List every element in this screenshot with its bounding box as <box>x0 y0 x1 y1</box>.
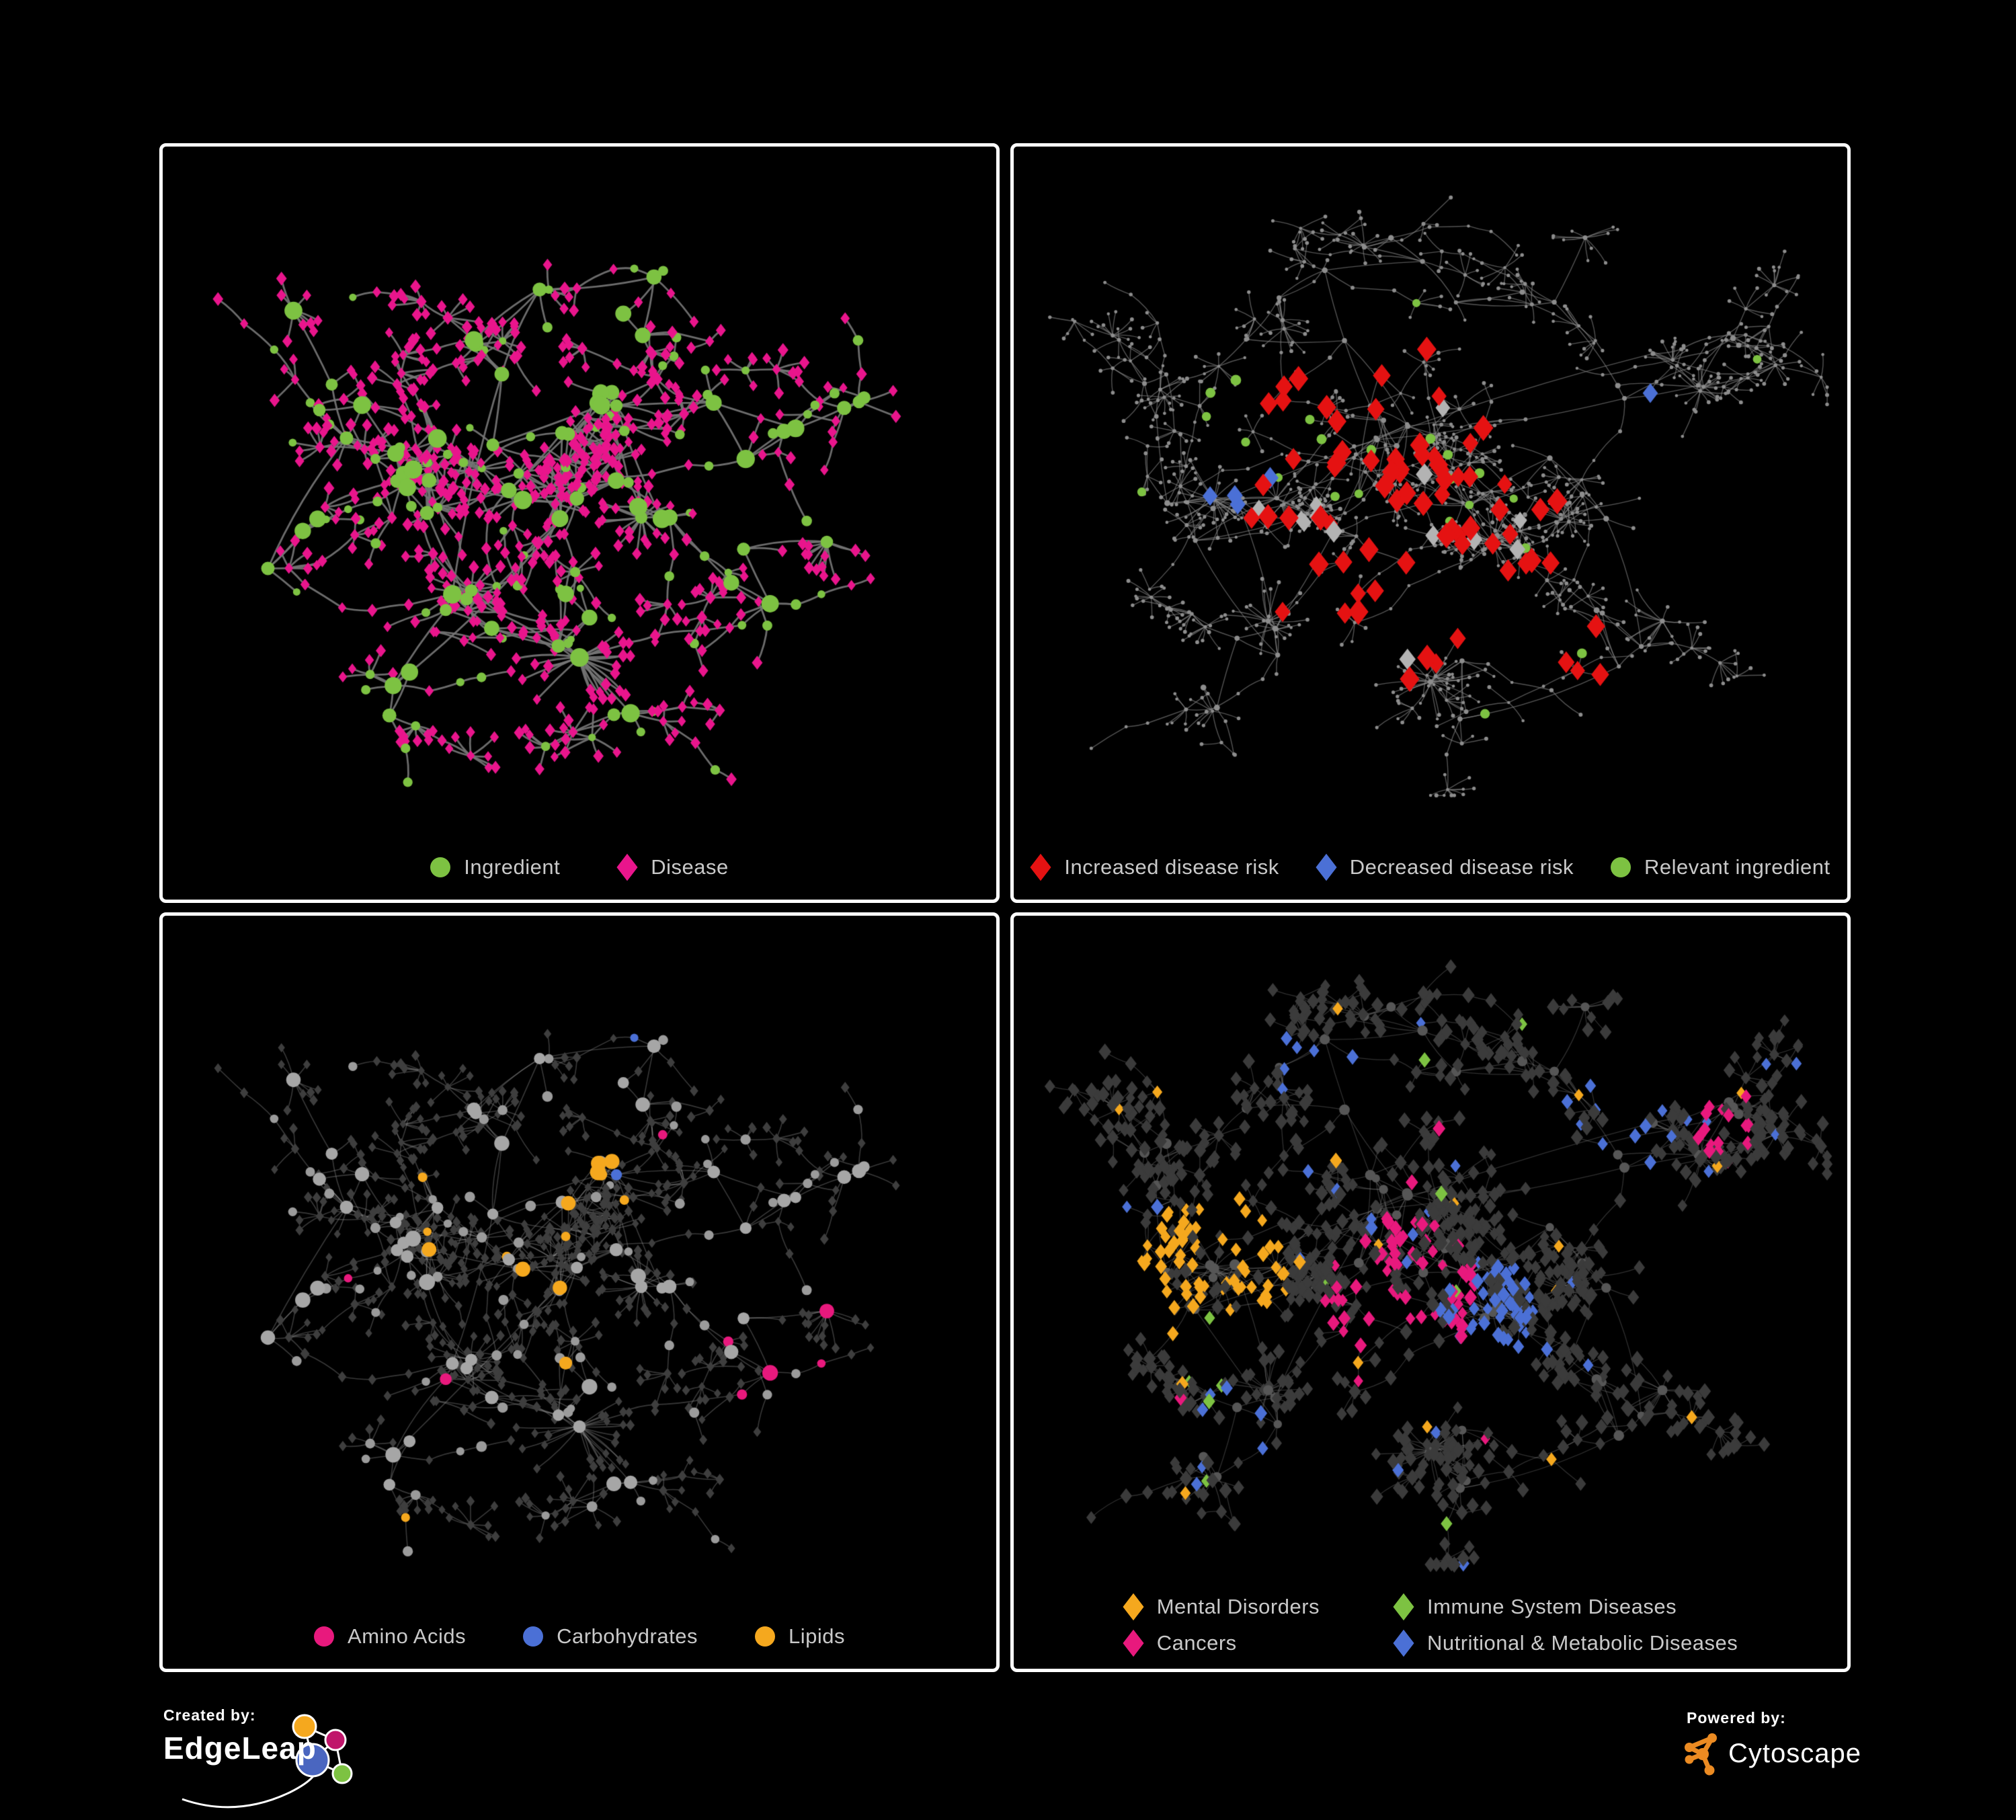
legend-swatch-diamond-icon <box>1393 1629 1414 1657</box>
legend-label: Nutritional & Metabolic Diseases <box>1427 1631 1738 1655</box>
legend-disease-classes: Mental Disorders Immune System Diseases Ca… <box>1014 1593 1847 1657</box>
network-canvas-ingredient-disease <box>163 147 996 900</box>
network-canvas-nutrient-classes <box>163 916 996 1669</box>
edgeleap-node-magenta <box>324 1729 347 1751</box>
legend-swatch-circle-icon <box>754 1626 775 1647</box>
cytoscape-logo-text: Cytoscape <box>1728 1738 1861 1768</box>
legend-swatch-diamond-icon <box>1393 1593 1414 1621</box>
legend-swatch-circle-icon <box>430 857 451 877</box>
edgeleap-logo-icon <box>182 1714 353 1809</box>
legend-label: Carbohydrates <box>557 1624 698 1648</box>
legend-item-disease-risk-1: Decreased disease risk <box>1316 853 1574 881</box>
legend-item-disease-risk-2: Relevant ingredient <box>1611 855 1830 879</box>
panel-ingredient-disease: Ingredient Disease <box>159 143 1000 903</box>
legend-swatch-diamond-icon <box>616 853 638 881</box>
edgeleap-node-orange <box>292 1714 317 1739</box>
legend-label: Relevant ingredient <box>1644 855 1830 879</box>
legend-item-disease-classes-0: Mental Disorders <box>1123 1593 1320 1621</box>
legend-item-nutrient-classes-1: Carbohydrates <box>523 1624 698 1649</box>
legend-item-nutrient-classes-0: Amino Acids <box>314 1624 466 1649</box>
legend-label: Cancers <box>1156 1631 1237 1655</box>
legend-swatch-circle-icon <box>1611 857 1631 877</box>
legend-swatch-circle-icon <box>523 1626 544 1647</box>
legend-label: Increased disease risk <box>1064 855 1279 879</box>
legend-item-nutrient-classes-2: Lipids <box>754 1624 845 1649</box>
cytoscape-logo-icon <box>1685 1733 1717 1776</box>
legend-label: Mental Disorders <box>1156 1595 1320 1618</box>
legend-label: Disease <box>651 855 729 879</box>
panel-nutrient-classes: Amino Acids Carbohydrates Lipids <box>159 912 1000 1672</box>
edgeleap-brand: Created by: EdgeLeap <box>163 1706 365 1809</box>
powered-by-label: Powered by: <box>1687 1709 1786 1727</box>
created-by-label: Created by: <box>163 1706 256 1724</box>
panel-disease-classes: Mental Disorders Immune System Diseases Ca… <box>1010 912 1851 1672</box>
legend-swatch-diamond-icon <box>1123 1593 1144 1621</box>
legend-item-disease-classes-1: Immune System Diseases <box>1393 1593 1738 1621</box>
legend-label: Immune System Diseases <box>1427 1595 1677 1618</box>
legend-label: Amino Acids <box>348 1624 467 1648</box>
edgeleap-logo-text: EdgeLeap <box>163 1731 317 1766</box>
legend-swatch-diamond-icon <box>1316 853 1337 881</box>
legend-swatch-circle-icon <box>314 1626 335 1647</box>
legend-item-disease-risk-0: Increased disease risk <box>1030 853 1279 881</box>
legend-item-ingredient-disease-0: Ingredient <box>430 855 560 879</box>
legend-nutrient-classes: Amino Acids Carbohydrates Lipids <box>163 1624 996 1649</box>
edgeleap-node-blue <box>295 1743 330 1778</box>
legend-label: Lipids <box>788 1624 845 1648</box>
network-canvas-disease-risk <box>1014 147 1847 900</box>
legend-label: Decreased disease risk <box>1349 855 1574 879</box>
legend-item-ingredient-disease-1: Disease <box>616 853 729 881</box>
network-canvas-disease-classes <box>1014 916 1847 1669</box>
cytoscape-brand: Powered by: Cytoscape <box>1684 1709 1886 1790</box>
legend-item-disease-classes-3: Nutritional & Metabolic Diseases <box>1393 1629 1738 1657</box>
legend-item-disease-classes-2: Cancers <box>1123 1629 1320 1657</box>
edgeleap-node-green <box>331 1763 353 1784</box>
legend-swatch-diamond-icon <box>1123 1629 1144 1657</box>
legend-label: Ingredient <box>464 855 561 879</box>
legend-swatch-diamond-icon <box>1030 853 1051 881</box>
legend-ingredient-disease: Ingredient Disease <box>163 853 996 881</box>
panel-disease-risk: Increased disease risk Decreased disease … <box>1010 143 1851 903</box>
legend-disease-risk: Increased disease risk Decreased disease … <box>1014 853 1847 881</box>
